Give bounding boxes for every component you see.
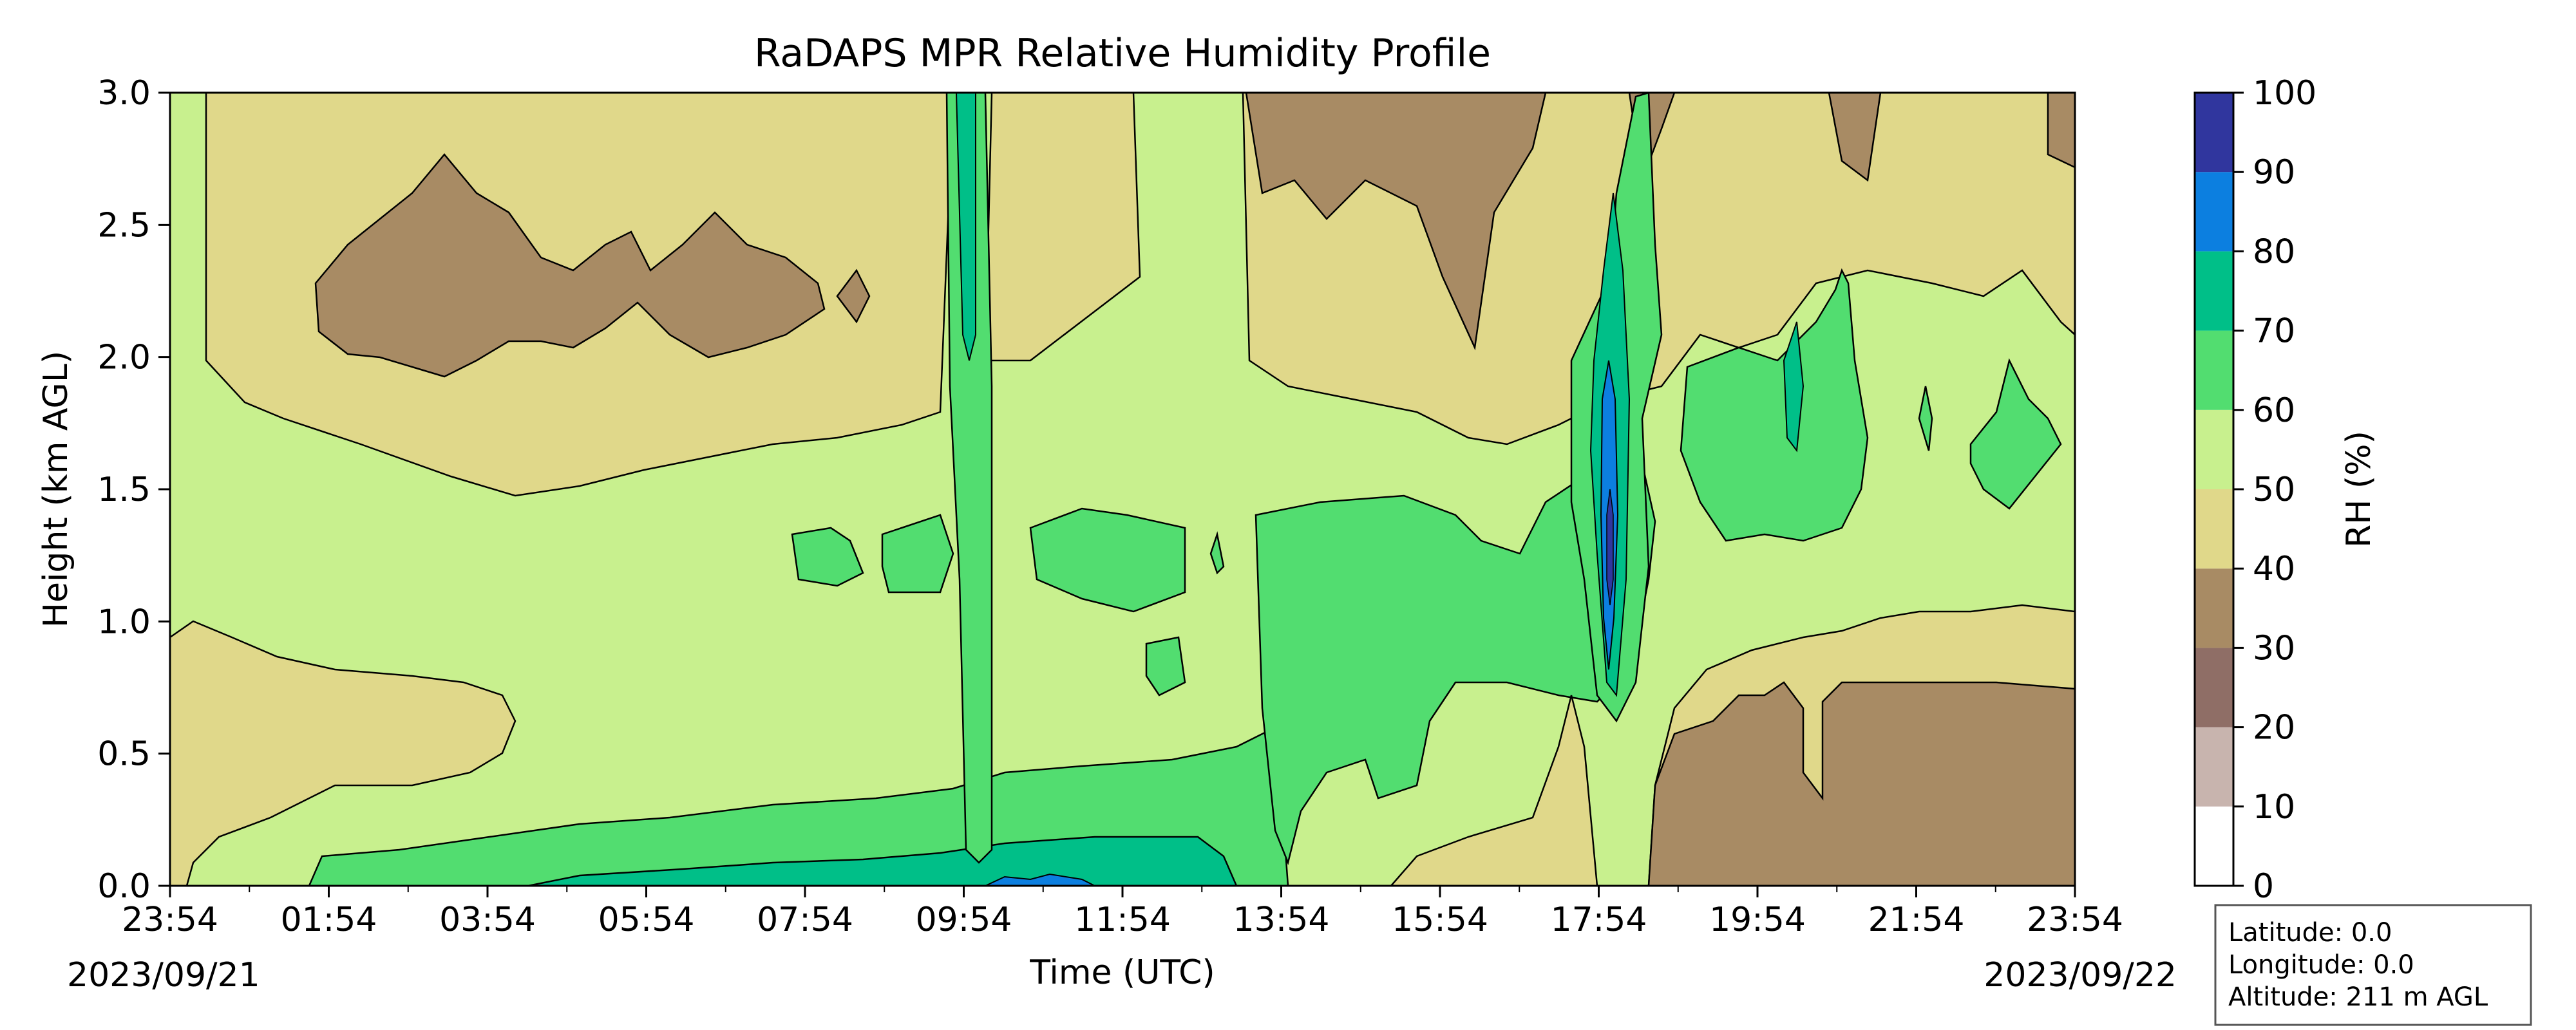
colorbar-tick-label: 40 [2253, 550, 2295, 588]
y-axis-label: Height (km AGL) [37, 351, 75, 628]
y-tick-label: 0.0 [97, 867, 151, 906]
y-tick-label: 1.0 [97, 603, 151, 641]
colorbar-swatch [2195, 330, 2233, 410]
contour-band-bottom-80-90 [985, 873, 1095, 886]
x-tick-label: 09:54 [916, 901, 1012, 939]
end-date-label: 2023/09/22 [1984, 956, 2177, 995]
x-axis-label: Time (UTC) [1029, 953, 1215, 992]
y-tick-label: 2.0 [97, 339, 151, 377]
colorbar-tick-label: 10 [2253, 788, 2295, 827]
y-tick-label: 1.5 [97, 471, 151, 509]
latitude-label: Latitude: 0.0 [2228, 918, 2392, 948]
colorbar-swatch [2195, 172, 2233, 252]
x-tick-label: 03:54 [439, 901, 536, 939]
colorbar-tick-label: 80 [2253, 232, 2295, 271]
colorbar-swatch [2195, 489, 2233, 569]
colorbar-swatch [2195, 568, 2233, 648]
y-tick-label: 2.5 [97, 206, 151, 245]
x-tick-label: 07:54 [757, 901, 853, 939]
x-tick-label: 11:54 [1074, 901, 1171, 939]
colorbar-swatch [2195, 251, 2233, 331]
x-axis: 23:54 01:54 03:54 05:54 07:54 09:54 11:54 13:54… [122, 886, 2123, 939]
colorbar-tick-label: 20 [2253, 709, 2295, 747]
contour-band-lower-right-30-40 [1647, 681, 2075, 886]
altitude-label: Altitude: 211 m AGL [2228, 982, 2488, 1012]
colorbar-tick-label: 90 [2253, 153, 2295, 192]
x-tick-label: 19:54 [1709, 901, 1806, 939]
x-tick-label: 13:54 [1233, 901, 1330, 939]
start-date-label: 2023/09/21 [67, 956, 260, 995]
chart-title: RaDAPS MPR Relative Humidity Profile [754, 31, 1491, 76]
colorbar-swatch [2195, 806, 2233, 886]
y-tick-label: 0.5 [97, 735, 151, 774]
contour-band-core-90-100 [1606, 489, 1614, 606]
x-tick-label: 05:54 [598, 901, 695, 939]
contour-field [170, 93, 2075, 886]
colorbar-tick-label: 70 [2253, 312, 2295, 351]
longitude-label: Longitude: 0.0 [2228, 950, 2414, 980]
y-tick-label: 3.0 [97, 74, 151, 113]
colorbar-tick-label: 50 [2253, 471, 2295, 509]
contour-band-column-1000-70-80 [955, 93, 976, 361]
colorbar-tick-label: 60 [2253, 391, 2295, 430]
x-tick-label: 23:54 [2027, 901, 2123, 939]
colorbar-swatch [2195, 93, 2233, 173]
contour-band-right-60-70 [1680, 268, 2062, 542]
colorbar-tick-label: 0 [2253, 867, 2274, 906]
colorbar: 0 10 20 30 40 50 60 70 80 90 100 [2193, 74, 2316, 906]
x-tick-label: 15:54 [1392, 901, 1488, 939]
info-box: Latitude: 0.0 Longitude: 0.0 Altitude: 2… [2214, 904, 2532, 1026]
colorbar-tick-label: 100 [2253, 74, 2316, 113]
y-axis: 0.0 0.5 1.0 1.5 2.0 2.5 3.0 [97, 74, 170, 906]
x-tick-label: 21:54 [1868, 901, 1965, 939]
info-box-frame [2214, 904, 2532, 1026]
colorbar-swatch [2195, 727, 2233, 807]
colorbar-label: RH (%) [2340, 431, 2378, 548]
contour-band-lower-left-40-50 [170, 620, 516, 886]
contour-band-right-70-80 [1783, 321, 1804, 453]
colorbar-tick-label: 30 [2253, 629, 2295, 668]
colorbar-swatch [2195, 409, 2233, 489]
contour-band-upper-30-40 [314, 93, 2075, 378]
x-tick-label: 23:54 [122, 901, 218, 939]
colorbar-swatch [2195, 648, 2233, 727]
contour-band-column-1000-60-70 [945, 93, 993, 864]
contour-band-mid-60-70 [791, 507, 1225, 697]
x-tick-label: 01:54 [281, 901, 377, 939]
x-tick-label: 17:54 [1551, 901, 1647, 939]
